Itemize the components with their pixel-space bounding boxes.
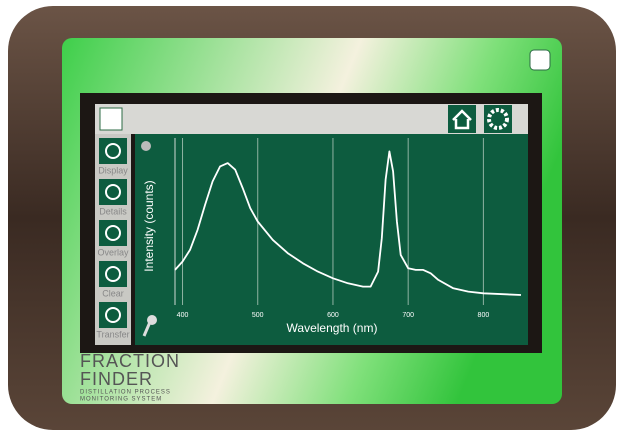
button-icon <box>105 266 121 282</box>
brand-name: FINDER <box>80 369 153 389</box>
x-tick-label: 500 <box>252 312 264 319</box>
button-label: Clear <box>102 288 124 298</box>
x-axis-label: Wavelength (nm) <box>287 321 378 335</box>
sidebar-button[interactable] <box>99 179 127 205</box>
button-label: Display <box>98 165 128 175</box>
sidebar-button[interactable] <box>99 302 127 328</box>
chart-area <box>135 134 528 345</box>
button-label: Details <box>99 206 127 216</box>
y-axis-label: Intensity (counts) <box>142 180 156 271</box>
status-dot <box>141 141 151 151</box>
button-label: Overlay <box>97 247 129 257</box>
settings-icon <box>487 108 509 130</box>
x-tick-label: 400 <box>177 312 189 319</box>
button-icon <box>105 307 121 323</box>
button-icon <box>105 143 121 159</box>
button-icon <box>105 225 121 241</box>
brand-tagline: DISTILLATION PROCESS <box>80 390 171 396</box>
sidebar-button[interactable] <box>99 261 127 287</box>
brand-icon <box>529 49 551 71</box>
x-tick-label: 700 <box>402 312 414 319</box>
chart: Wavelength (nm) Intensity (counts) 400 50… <box>142 138 522 335</box>
probe-icon <box>142 321 152 337</box>
sidebar-button[interactable] <box>99 220 127 246</box>
brand-name: FRACTION <box>80 351 180 371</box>
home-icon <box>452 109 472 130</box>
button-label: Transfer <box>96 329 129 339</box>
brand-tagline: MONITORING SYSTEM <box>80 397 162 403</box>
x-tick-label: 600 <box>327 312 339 319</box>
sidebar-buttons: Display Details Overlay Clear Transfer <box>96 138 130 339</box>
sidebar-button[interactable] <box>99 138 127 164</box>
x-tick-label: 800 <box>478 312 490 319</box>
button-icon <box>105 184 121 200</box>
probe-head <box>147 315 157 325</box>
spectrum-line <box>174 150 522 296</box>
logo-icon <box>99 107 123 131</box>
